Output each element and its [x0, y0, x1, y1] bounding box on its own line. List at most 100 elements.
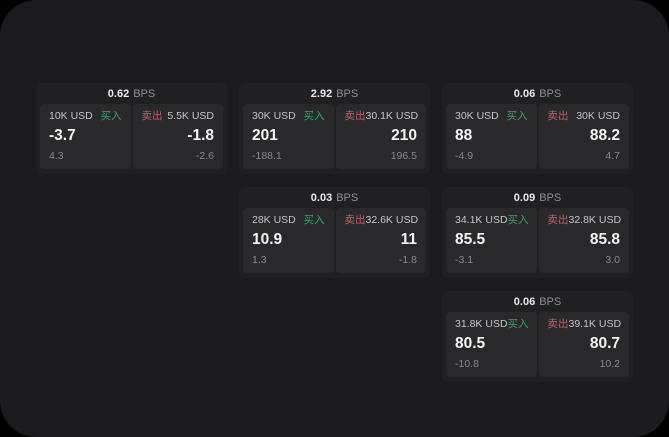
sell-panel-top: 卖出 39.1K USD	[547, 318, 622, 330]
bps-value: 0.62	[107, 87, 130, 100]
sell-sub-value: 10.2	[599, 357, 620, 370]
sell-size: 30.1K USD	[365, 110, 419, 122]
buy-sub-value: -3.1	[455, 253, 474, 266]
buy-label: 买入	[303, 214, 325, 226]
quote-card-body: 30K USD 买入 88 -4.9 卖出 30K USD 88.2 4.7	[442, 104, 633, 174]
sell-sub-value: -2.6	[195, 149, 214, 162]
sell-panel-top: 卖出 32.8K USD	[547, 214, 622, 226]
sell-size: 32.6K USD	[365, 214, 419, 226]
sell-panel[interactable]: 卖出 30K USD 88.2 4.7	[538, 104, 629, 169]
sell-price: 11	[400, 231, 417, 249]
buy-size: 31.8K USD	[455, 318, 508, 330]
bps-header: 2.92 BPS	[239, 83, 430, 104]
buy-price: 80.5	[455, 335, 486, 353]
sell-label: 卖出	[547, 214, 569, 226]
sell-size: 39.1K USD	[568, 318, 622, 330]
quote-card: 0.03 BPS 28K USD 买入 10.9 1.3 卖出 32.6K US…	[239, 187, 430, 278]
sell-size: 30K USD	[576, 110, 620, 122]
quote-card-body: 30K USD 买入 201 -188.1 卖出 30.1K USD 210 1…	[239, 104, 430, 174]
sell-label: 卖出	[547, 318, 569, 330]
buy-size: 10K USD	[49, 110, 93, 122]
buy-size: 30K USD	[252, 110, 296, 122]
bps-header: 0.06 BPS	[442, 291, 633, 312]
buy-sub-value: 4.3	[49, 149, 64, 162]
buy-panel-top: 31.8K USD 买入	[455, 318, 529, 330]
sell-panel[interactable]: 卖出 32.8K USD 85.8 3.0	[538, 208, 629, 273]
buy-price: 201	[252, 127, 278, 145]
sell-price: 80.7	[589, 335, 620, 353]
buy-panel[interactable]: 31.8K USD 买入 80.5 -10.8	[446, 312, 537, 377]
buy-label: 买入	[303, 110, 325, 122]
buy-price: -3.7	[49, 127, 76, 145]
sell-panel[interactable]: 卖出 30.1K USD 210 196.5	[335, 104, 426, 169]
buy-sub-value: 1.3	[252, 253, 267, 266]
bps-value: 0.03	[310, 191, 333, 204]
bps-value: 2.92	[310, 87, 333, 100]
buy-sub-value: -188.1	[252, 149, 282, 162]
sell-price: 88.2	[589, 127, 620, 145]
sell-size: 32.8K USD	[568, 214, 622, 226]
buy-panel-top: 10K USD 买入	[49, 111, 122, 122]
quote-card-grid: 0.62 BPS 10K USD 买入 -3.7 4.3 卖出 5.5K USD	[36, 83, 633, 382]
buy-size: 28K USD	[252, 214, 296, 226]
bps-value: 0.06	[513, 295, 536, 308]
quote-card: 0.06 BPS 30K USD 买入 88 -4.9 卖出 30K USD	[442, 83, 633, 174]
bps-value: 0.06	[513, 87, 536, 100]
bps-unit-label: BPS	[539, 295, 562, 308]
quote-card: 0.62 BPS 10K USD 买入 -3.7 4.3 卖出 5.5K USD	[36, 83, 227, 174]
bps-header: 0.09 BPS	[442, 187, 633, 208]
buy-label: 买入	[100, 110, 122, 122]
sell-sub-value: 3.0	[605, 253, 620, 266]
buy-panel[interactable]: 30K USD 买入 88 -4.9	[446, 104, 537, 169]
buy-label: 买入	[506, 110, 528, 122]
sell-panel-top: 卖出 32.6K USD	[344, 214, 419, 226]
buy-panel[interactable]: 28K USD 买入 10.9 1.3	[243, 208, 334, 273]
quote-card: 2.92 BPS 30K USD 买入 201 -188.1 卖出 30.1K …	[239, 83, 430, 174]
buy-panel-top: 34.1K USD 买入	[455, 214, 529, 226]
sell-sub-value: 4.7	[605, 149, 620, 162]
buy-panel-top: 28K USD 买入	[252, 215, 325, 226]
buy-price: 10.9	[252, 231, 283, 249]
buy-size: 34.1K USD	[455, 214, 508, 226]
bps-header: 0.03 BPS	[239, 187, 430, 208]
sell-price: 85.8	[589, 231, 620, 249]
buy-panel-top: 30K USD 买入	[252, 111, 325, 122]
quote-card: 0.06 BPS 31.8K USD 买入 80.5 -10.8 卖出 39.1…	[442, 291, 633, 382]
sell-panel-top: 卖出 30K USD	[548, 111, 621, 122]
bps-unit-label: BPS	[539, 191, 562, 204]
bps-unit-label: BPS	[539, 87, 562, 100]
quote-card-body: 34.1K USD 买入 85.5 -3.1 卖出 32.8K USD 85.8…	[442, 208, 633, 278]
buy-label: 买入	[507, 318, 529, 330]
bps-unit-label: BPS	[336, 191, 359, 204]
buy-size: 30K USD	[455, 110, 499, 122]
sell-price: -1.8	[187, 127, 214, 145]
sell-sub-value: 196.5	[390, 149, 417, 162]
sell-panel-top: 卖出 5.5K USD	[142, 111, 215, 122]
buy-panel[interactable]: 34.1K USD 买入 85.5 -3.1	[446, 208, 537, 273]
sell-panel[interactable]: 卖出 5.5K USD -1.8 -2.6	[132, 104, 223, 169]
buy-price: 88	[455, 127, 473, 145]
bps-header: 0.62 BPS	[36, 83, 227, 104]
quote-card-body: 10K USD 买入 -3.7 4.3 卖出 5.5K USD -1.8 -2.…	[36, 104, 227, 174]
sell-price: 210	[391, 127, 417, 145]
bps-header: 0.06 BPS	[442, 83, 633, 104]
buy-sub-value: -4.9	[455, 149, 474, 162]
sell-label: 卖出	[344, 214, 366, 226]
sell-size: 5.5K USD	[167, 110, 214, 122]
quote-card-body: 28K USD 买入 10.9 1.3 卖出 32.6K USD 11 -1.8	[239, 208, 430, 278]
sell-label: 卖出	[547, 110, 569, 122]
buy-panel[interactable]: 30K USD 买入 201 -188.1	[243, 104, 334, 169]
sell-label: 卖出	[141, 110, 163, 122]
bps-unit-label: BPS	[133, 87, 156, 100]
buy-panel[interactable]: 10K USD 买入 -3.7 4.3	[40, 104, 131, 169]
buy-price: 85.5	[455, 231, 486, 249]
sell-panel[interactable]: 卖出 32.6K USD 11 -1.8	[335, 208, 426, 273]
sell-panel[interactable]: 卖出 39.1K USD 80.7 10.2	[538, 312, 629, 377]
sell-sub-value: -1.8	[398, 253, 417, 266]
buy-panel-top: 30K USD 买入	[455, 111, 528, 122]
buy-sub-value: -10.8	[455, 357, 479, 370]
bps-unit-label: BPS	[336, 87, 359, 100]
quote-card-body: 31.8K USD 买入 80.5 -10.8 卖出 39.1K USD 80.…	[442, 312, 633, 382]
buy-label: 买入	[507, 214, 529, 226]
